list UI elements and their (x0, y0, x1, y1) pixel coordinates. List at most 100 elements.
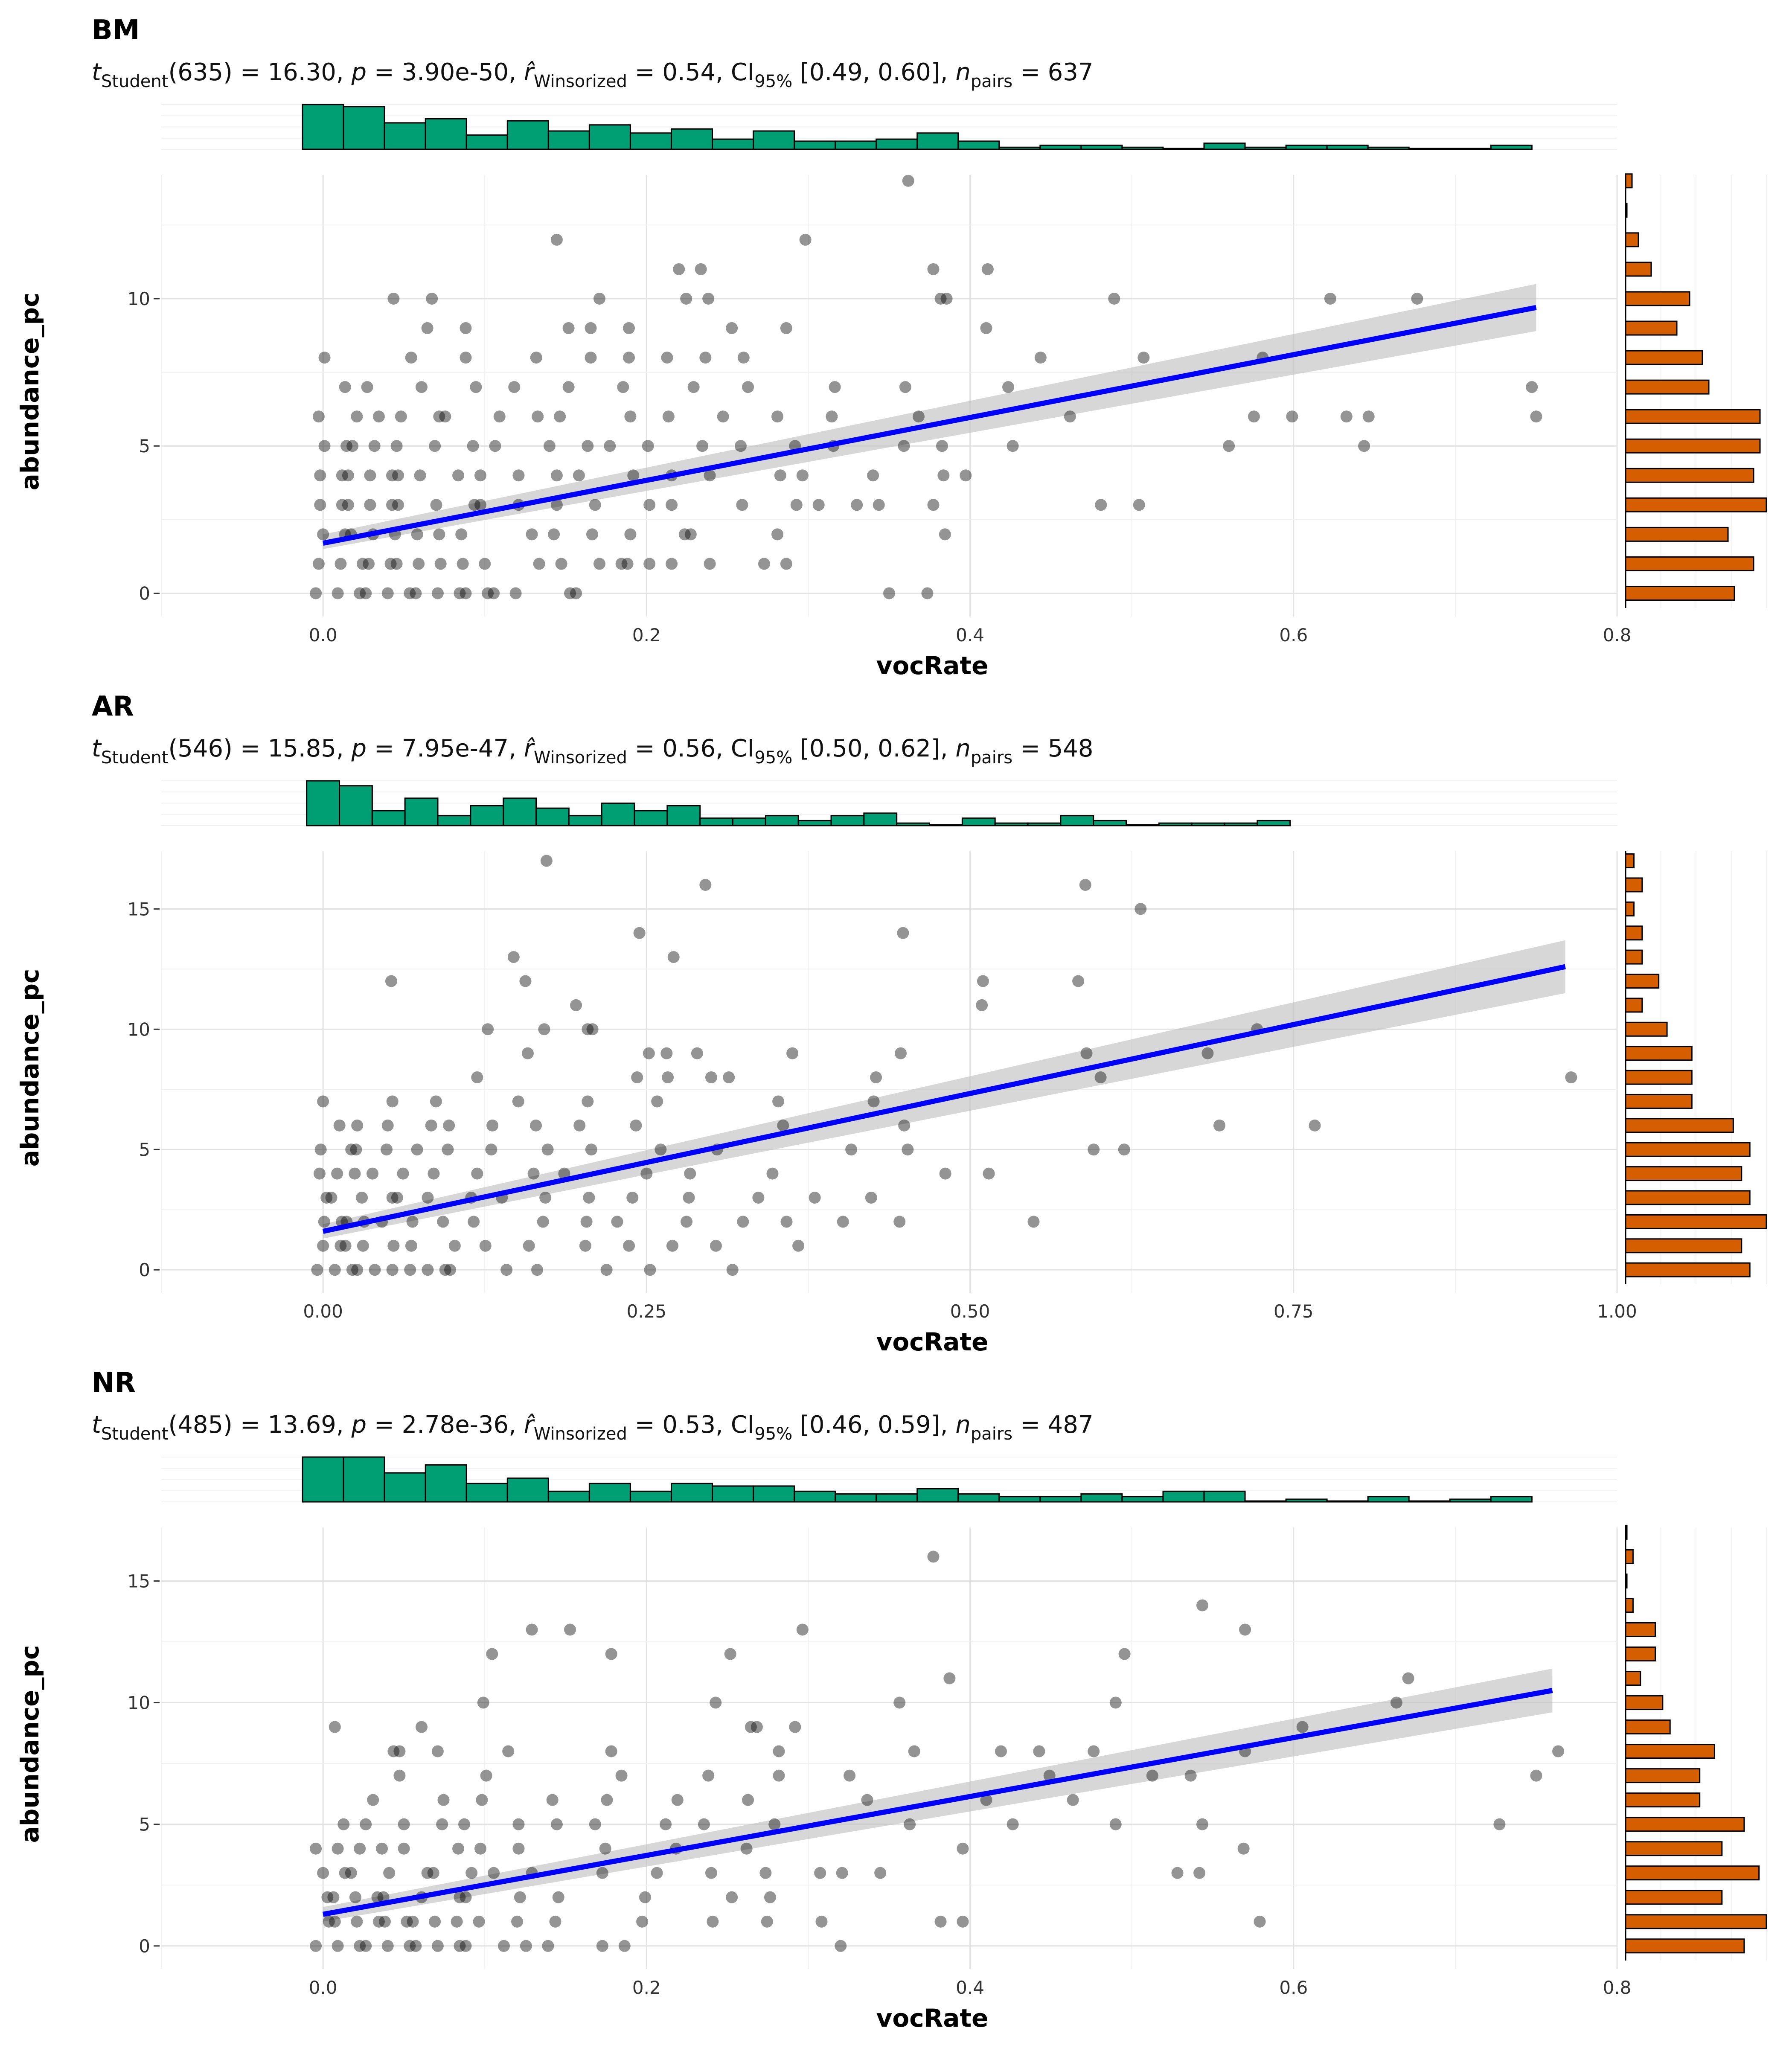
data-point (673, 263, 685, 275)
data-point (323, 1915, 335, 1928)
data-point (593, 293, 606, 305)
data-point (339, 1867, 351, 1879)
data-point (500, 1264, 513, 1276)
data-point (415, 1721, 428, 1733)
y-histogram-bar (1625, 556, 1754, 571)
data-point (580, 1216, 593, 1228)
x-histogram-bar (753, 130, 795, 150)
data-point (460, 1891, 472, 1903)
y-tick-label: 15 (128, 1571, 150, 1591)
data-point (600, 1264, 613, 1276)
data-point (726, 1264, 739, 1276)
x-histogram-bar (830, 815, 865, 826)
stats-subtitle: tStudent(485) = 13.69, p = 2.78e-36, r̂W… (92, 1411, 1094, 1444)
subtitle-r-sub: Winsorized (534, 1424, 627, 1444)
data-point (976, 999, 988, 1011)
y-histogram-bar (1625, 585, 1735, 601)
data-point (398, 1842, 410, 1855)
data-point (1402, 1672, 1414, 1684)
data-point (430, 499, 442, 511)
y-histogram-bar (1625, 1841, 1723, 1856)
data-point (437, 1794, 450, 1806)
data-point (512, 1818, 525, 1830)
data-point (392, 469, 404, 482)
x-histogram-bar (1080, 144, 1123, 150)
x-histogram-bar (535, 807, 570, 826)
data-point (460, 1940, 472, 1952)
subtitle-t-label: t (92, 735, 102, 762)
data-point (386, 1192, 399, 1204)
data-point (573, 1119, 586, 1132)
x-histogram-bar (876, 1493, 918, 1503)
data-point (631, 1071, 643, 1084)
data-point (593, 558, 606, 570)
data-point (977, 975, 989, 987)
data-point (1248, 410, 1260, 423)
data-point (485, 1143, 497, 1156)
y-histogram-bar (1625, 291, 1690, 306)
panel-nr: NR tStudent(485) = 13.69, p = 2.78e-36, r… (15, 1367, 1767, 2033)
subtitle-r-label: r̂ (524, 1411, 535, 1439)
data-point (497, 1940, 510, 1952)
data-point (601, 1794, 613, 1806)
data-point (1362, 410, 1375, 423)
data-point (430, 1095, 442, 1108)
data-point (623, 352, 635, 364)
data-point (1002, 381, 1015, 393)
x-histogram-bar (384, 1472, 426, 1503)
data-point (381, 1119, 394, 1132)
regression-line (323, 1688, 1553, 1917)
data-point (434, 558, 447, 570)
data-point (1137, 352, 1150, 364)
subtitle-n-sub: pairs (971, 1424, 1012, 1444)
data-point (1196, 1599, 1208, 1612)
data-point (630, 1119, 642, 1132)
x-histogram-bar (343, 106, 385, 150)
data-point (1213, 1119, 1225, 1132)
x-tick-label: 0.25 (627, 1301, 667, 1322)
x-histogram-bar (404, 797, 439, 826)
x-histogram-bar (547, 1490, 590, 1503)
data-point (454, 587, 466, 599)
x-histogram-bar (588, 1483, 631, 1503)
x-histogram-bar (302, 104, 344, 150)
data-point (666, 558, 678, 570)
data-point (413, 558, 425, 570)
x-histogram-bar (1285, 144, 1328, 150)
data-point (873, 499, 885, 511)
data-point (335, 558, 347, 570)
subtitle-r-text: = 0.56, (635, 735, 723, 762)
data-point (391, 1192, 403, 1204)
y-histogram-bar (1625, 1142, 1751, 1157)
x-histogram-bar (994, 822, 1029, 826)
x-histogram-bar (929, 824, 963, 826)
x-axis-label: vocRate (876, 651, 989, 680)
data-point (411, 1143, 423, 1156)
data-point (898, 440, 910, 452)
data-point (752, 1192, 765, 1204)
data-point (317, 1239, 329, 1252)
data-point (773, 1745, 785, 1757)
data-point (934, 1915, 947, 1928)
data-point (372, 410, 385, 423)
data-point (320, 1192, 333, 1204)
data-point (927, 1551, 940, 1563)
data-point (346, 440, 359, 452)
data-point (550, 499, 563, 511)
data-point (350, 1143, 362, 1156)
data-point (927, 263, 940, 275)
data-point (829, 381, 841, 393)
x-histogram-bar (1408, 1500, 1451, 1503)
x-tick-label: 0.50 (950, 1301, 990, 1322)
x-histogram-bar (876, 138, 918, 150)
data-point (861, 1794, 873, 1806)
y-histogram-bar (1625, 1070, 1693, 1085)
data-point (698, 1818, 710, 1830)
data-point (437, 1216, 449, 1228)
data-point (636, 1915, 649, 1928)
x-histogram-bar (1093, 820, 1127, 826)
data-point (523, 1239, 535, 1252)
y-histogram-bar (1625, 173, 1633, 189)
data-point (390, 440, 403, 452)
data-point (357, 1239, 369, 1252)
